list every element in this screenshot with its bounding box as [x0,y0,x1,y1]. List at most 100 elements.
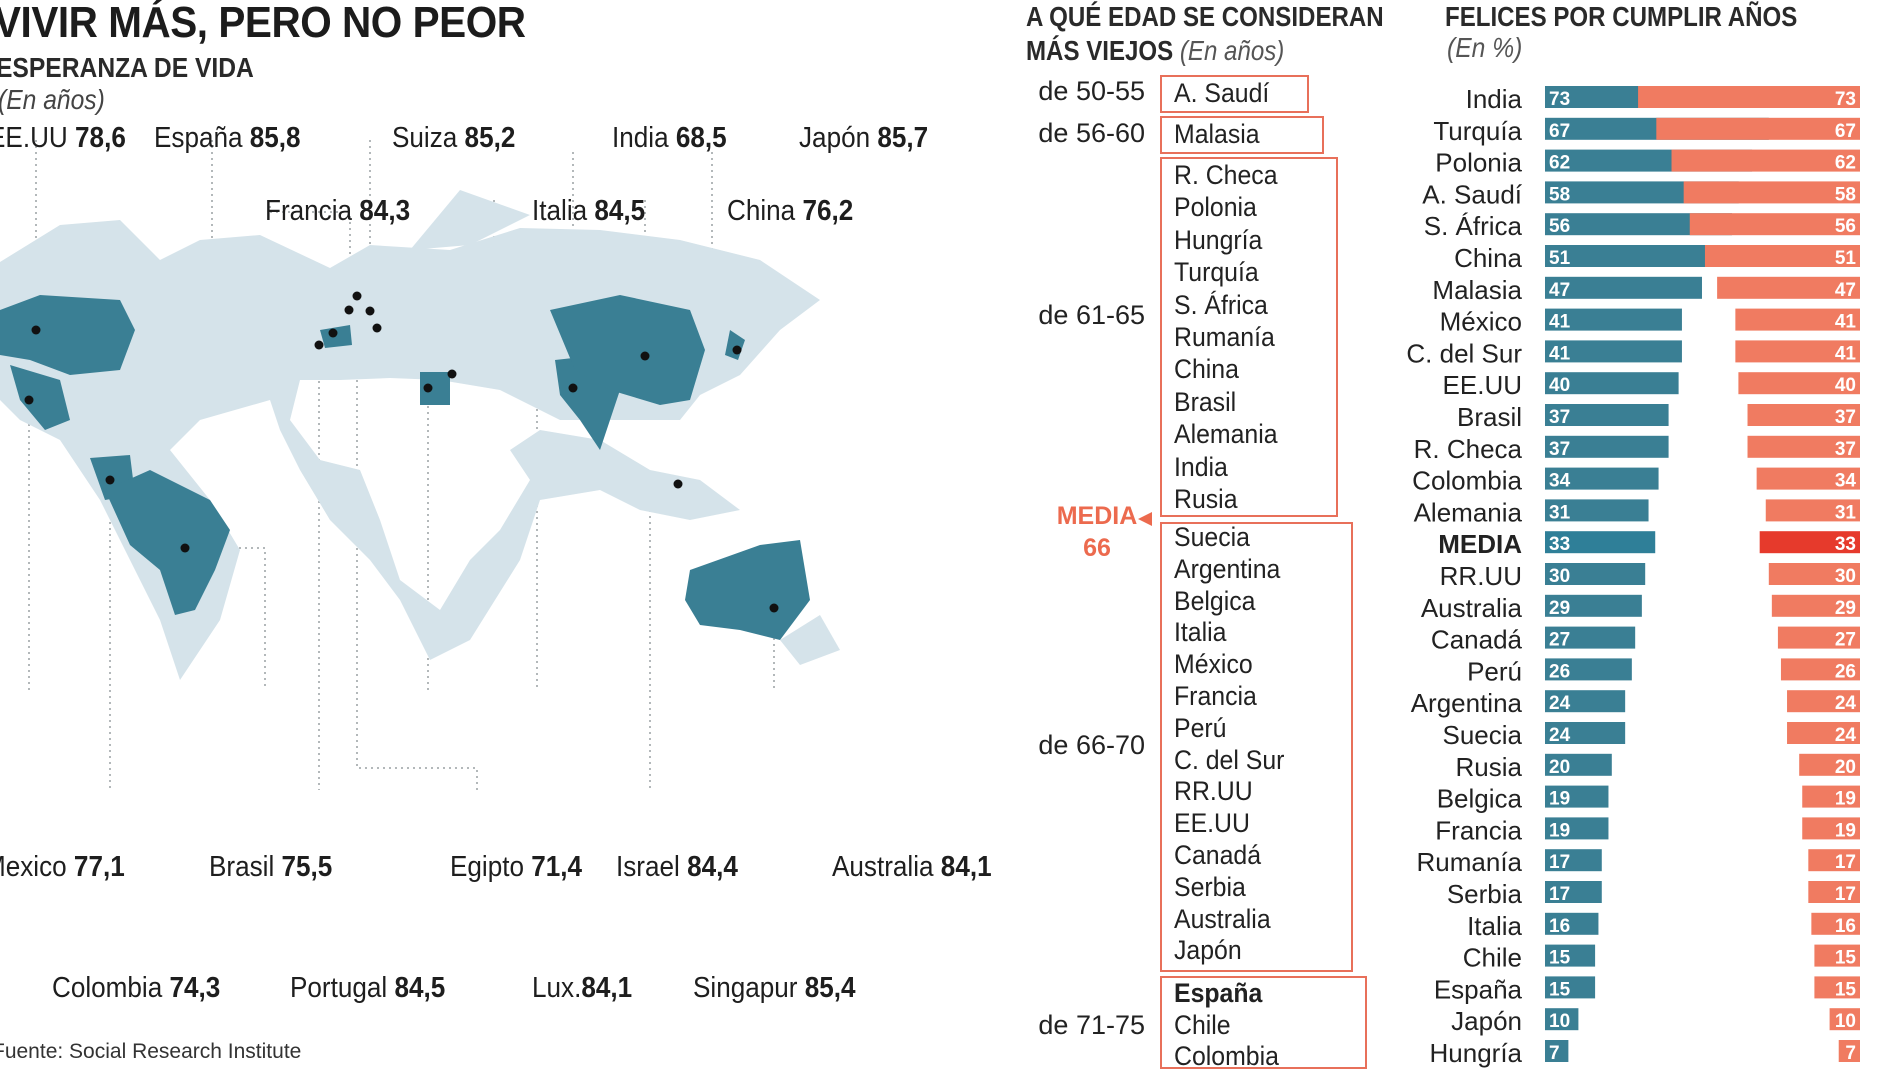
bar-teal [1545,563,1646,585]
media-arrow-icon [1138,512,1152,526]
bar-coral-value: 20 [1835,757,1856,778]
map-label-mexico: Mexico 77,1 [0,851,125,883]
bar-teal [1545,404,1669,426]
bar-category-label: Rusia [1456,752,1523,782]
age-country: Brasil [1174,386,1237,417]
bar-category-label: México [1440,307,1522,337]
chart-unit: (En %) [1447,32,1523,63]
bar-category-label: España [1434,974,1523,1004]
bar-coral [1811,912,1860,935]
bar-coral-value: 17 [1835,852,1856,873]
bar-coral-value: 51 [1835,248,1857,269]
bar-coral [1704,245,1860,267]
bar-teal [1545,944,1596,967]
bar-teal [1545,658,1632,681]
bar-category-label: China [1454,243,1522,273]
age-country: C. del Sur [1174,744,1285,775]
bar-coral-value: 15 [1835,948,1857,969]
age-country: Rusia [1174,484,1238,514]
bar-coral-value: 73 [1835,89,1856,110]
age-country: Argentina [1174,553,1281,584]
bar-coral-value: 41 [1835,312,1857,333]
bar-coral [1759,531,1860,554]
age-country: España [1174,978,1263,1008]
age-country: Suecia [1174,522,1250,552]
bar-teal-value: 16 [1549,916,1570,937]
bar-coral-value: 15 [1835,979,1857,1000]
map-label-lux: Lux.84,1 [532,972,633,1004]
bar-coral-value: 34 [1835,471,1857,492]
age-range-66-70: de 66-70 [1038,730,1145,760]
bar-teal-value: 17 [1549,884,1570,905]
bar-teal [1545,690,1626,713]
bar-category-label: Perú [1467,656,1522,686]
age-box-56-60 [1160,116,1324,154]
bar-teal [1545,976,1596,999]
bar-coral-value: 41 [1835,343,1857,364]
age-range-50-55: de 50-55 [1038,76,1145,106]
map-label-china: China 76,2 [727,195,854,227]
brazil-shape [105,470,230,615]
bar-teal-value: 40 [1549,375,1570,396]
bar-teal [1545,245,1716,267]
bar-category-label: Malasia [1432,275,1522,305]
bar-category-label: Colombia [1412,466,1522,496]
bar-teal [1545,722,1626,744]
bar-category-label: Brasil [1457,402,1522,432]
age-country: Japón [1174,935,1242,966]
bar-coral [1717,276,1860,299]
bar-coral-value: 10 [1835,1011,1856,1032]
map-label-india: India 68,5 [612,122,727,154]
bar-teal [1545,849,1602,872]
bar-coral-value: 16 [1835,916,1856,937]
bar-teal [1545,1008,1579,1031]
age-country: Hungría [1174,224,1263,255]
bar-coral [1838,1040,1860,1062]
bar-teal [1545,372,1679,395]
age-list-71-75: España Chile Colombia [1174,978,1364,1071]
bar-teal-value: 19 [1549,820,1570,841]
age-country: China [1174,354,1239,385]
bar-teal [1545,785,1609,808]
bar-teal-value: 20 [1549,757,1570,778]
bar-coral [1738,372,1860,395]
bar-category-label: C. del Sur [1406,338,1522,368]
bar-coral [1747,435,1860,458]
bar-coral-value: 56 [1835,216,1856,237]
bar-category-label: Hungría [1430,1038,1523,1068]
bar-coral [1814,944,1860,967]
bar-teal [1545,594,1642,617]
bar-teal-value: 51 [1549,248,1571,269]
age-media-label: MEDIA 66 [1056,502,1138,562]
bar-category-label: RR.UU [1440,561,1522,591]
bar-coral-value: 62 [1835,153,1856,174]
age-range-71-75: de 71-75 [1038,1010,1145,1040]
bar-teal-value: 34 [1549,471,1571,492]
bar-teal [1545,531,1656,554]
bar-category-label: Australia [1421,593,1523,623]
age-list-56-60: Malasia [1174,119,1364,151]
bar-coral-value: 24 [1835,725,1857,746]
bar-teal-value: 47 [1549,280,1570,301]
bar-coral [1683,181,1860,204]
bar-category-label: India [1466,84,1523,114]
bar-category-label: Belgica [1437,784,1523,814]
bar-coral [1765,499,1860,522]
bar-teal-value: 15 [1549,979,1571,1000]
bar-category-label: Rumanía [1417,847,1523,877]
age-country: EE.UU [1174,808,1250,839]
map-label-eeuu: EE.UU 78,6 [0,122,126,154]
age-range-61-65: de 61-65 [1038,300,1145,330]
bar-coral-value: 37 [1835,439,1856,460]
happy-bar-chart: India 73 73 Turquía 67 67 Polonia 62 62 A. Saudí 5… [1406,84,1860,1068]
age-country: Serbia [1174,871,1246,902]
bar-coral [1771,594,1860,617]
bar-coral [1787,690,1860,713]
age-box-61-65 [1160,157,1338,517]
bar-coral [1747,404,1860,426]
bar-teal [1545,753,1612,776]
age-country: Turquía [1174,257,1259,288]
age-country: Polonia [1174,192,1257,223]
bar-coral [1808,849,1860,872]
bar-teal [1545,308,1682,331]
